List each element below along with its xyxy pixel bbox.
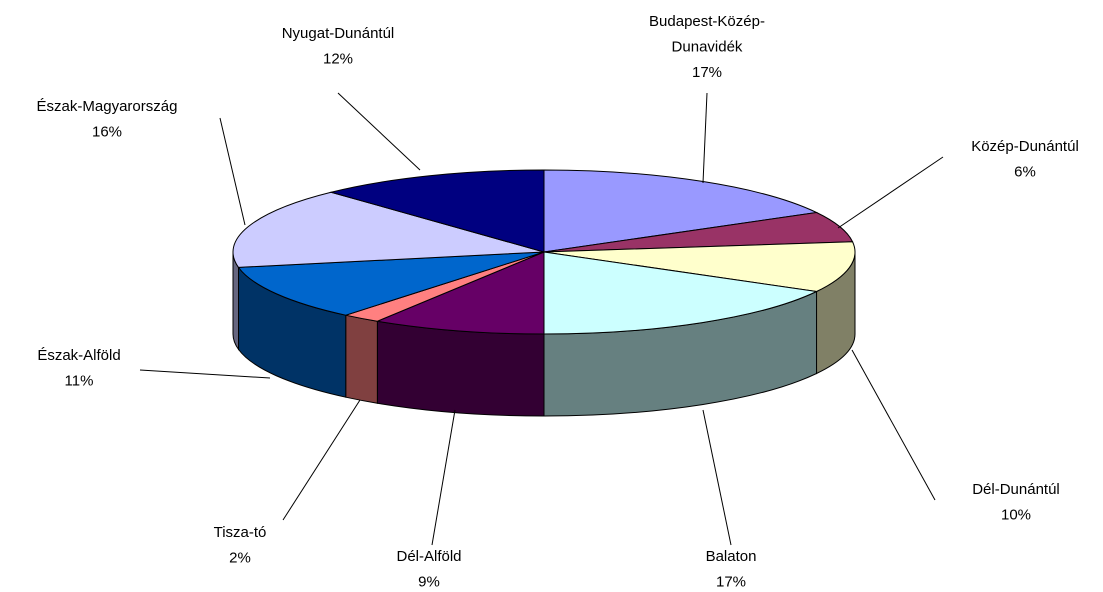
leader-line (837, 156, 944, 229)
leader-line (431, 409, 456, 546)
slice-side (345, 314, 378, 404)
value-label: 2% (229, 549, 251, 566)
category-label: Balaton (706, 548, 757, 565)
value-label: 17% (692, 64, 722, 81)
slice (329, 169, 545, 253)
label-line: Észak-Alföld (37, 347, 120, 364)
slice-side (376, 320, 545, 417)
slice (543, 169, 819, 253)
label-line: Dél-Alföld (396, 548, 461, 565)
value-label: 16% (92, 123, 122, 140)
leader-line (702, 409, 732, 546)
slice (232, 191, 545, 268)
label-line: Budapest-Közép- (649, 13, 765, 30)
category-label: Nyugat-Dunántúl (282, 25, 395, 42)
category-label: Dél-Dunántúl (972, 481, 1060, 498)
category-label: Észak-Magyarország (37, 98, 178, 115)
leader-line (139, 369, 271, 379)
slice (237, 251, 545, 316)
leader-line (851, 349, 936, 501)
leader-line (337, 92, 421, 171)
value-label: 10% (1001, 506, 1031, 523)
category-label: Budapest-Közép- Dunavidék (649, 13, 765, 56)
label-line: Balaton (706, 548, 757, 565)
label-line: Észak-Magyarország (37, 98, 178, 115)
category-label: Közép-Dunántúl (971, 138, 1079, 155)
leader-line (282, 399, 361, 521)
value-label: 11% (65, 372, 94, 389)
value-label: 12% (323, 50, 353, 67)
leader-line (702, 92, 708, 184)
label-line: Közép-Dunántúl (971, 138, 1079, 155)
label-line: Dunavidék (672, 38, 743, 55)
label-line: Tisza-tó (214, 524, 267, 541)
slice (375, 251, 545, 335)
slice (543, 241, 856, 293)
category-label: Dél-Alföld (396, 548, 461, 565)
category-label: Tisza-tó (214, 524, 267, 541)
category-label: Észak-Alföld (37, 347, 120, 364)
value-label: 9% (418, 573, 440, 590)
value-label: 17% (716, 573, 746, 590)
label-line: Nyugat-Dunántúl (282, 25, 395, 42)
slice (543, 251, 819, 335)
leader-line (219, 117, 246, 226)
value-label: 6% (1014, 163, 1036, 180)
label-line: Dél-Dunántúl (972, 481, 1060, 498)
